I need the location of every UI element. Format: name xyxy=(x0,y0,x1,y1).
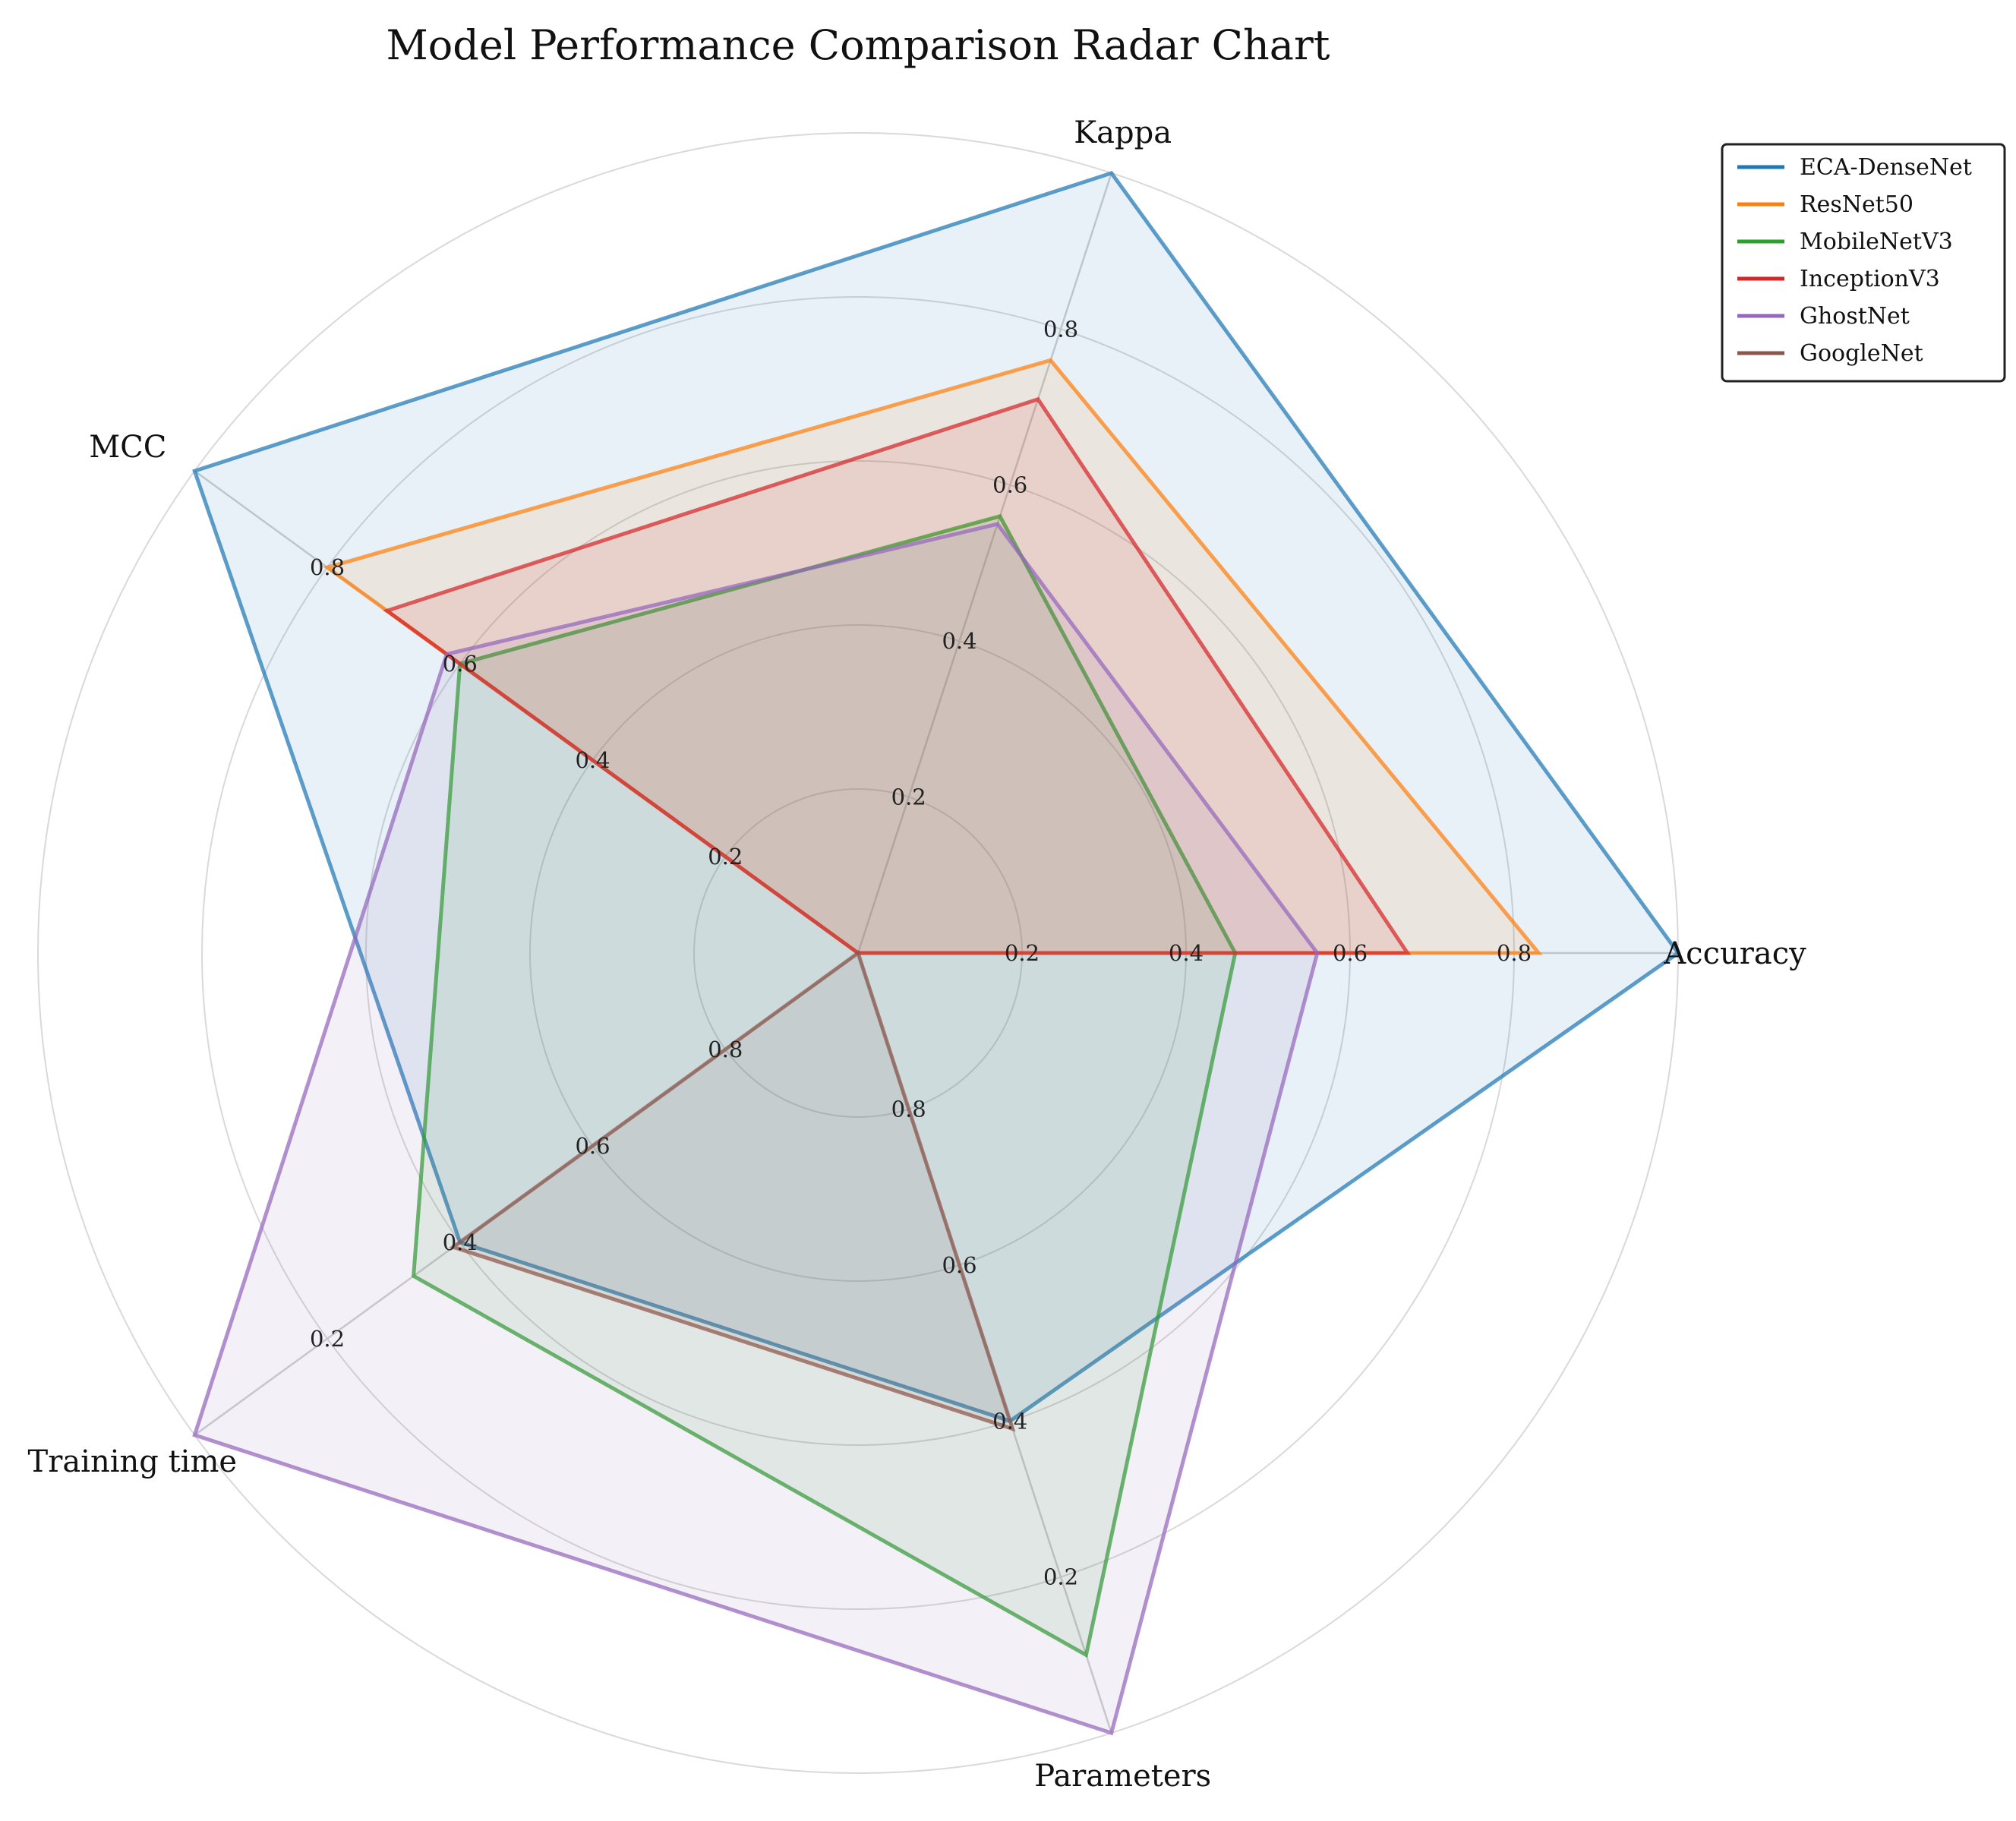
series-line-5 xyxy=(192,522,1320,1736)
legend: ECA-DenseNet ResNet50 MobileNetV3 Inception… xyxy=(1721,143,2006,383)
axis-label-5: Parameters xyxy=(1034,1759,1211,1794)
tick-label: 0.4 xyxy=(575,747,610,773)
tick-label: 0.8 xyxy=(891,1096,926,1122)
tick-label: 0.2 xyxy=(1043,1564,1078,1590)
tick-label: 0.6 xyxy=(992,472,1027,498)
tick-label: 0.8 xyxy=(708,1037,743,1062)
legend-box xyxy=(1721,143,2006,383)
chart-title: Model Performance Comparison Radar Chart xyxy=(386,21,1330,69)
tick-label: 0.6 xyxy=(1333,940,1368,966)
legend-label: MobileNetV3 xyxy=(1800,229,1953,255)
axis-label-1: Accuracy xyxy=(1663,936,1806,971)
legend-label: InceptionV3 xyxy=(1800,266,1940,292)
tick-label: 0.6 xyxy=(443,651,478,677)
series-line-1 xyxy=(192,170,1681,1424)
tick-label: 0.8 xyxy=(1497,940,1532,966)
axis-label-4: Training time xyxy=(28,1444,238,1479)
tick-label: 0.4 xyxy=(1169,940,1204,966)
tick-label: 0.6 xyxy=(942,1252,976,1278)
tick-label: 0.2 xyxy=(708,844,743,869)
tick-label: 0.8 xyxy=(310,554,345,580)
tick-label: 0.2 xyxy=(891,784,926,810)
series-fill-2 xyxy=(327,360,1539,953)
tick-label: 0.2 xyxy=(310,1326,345,1352)
tick-label: 0.8 xyxy=(1043,316,1078,342)
legend-label: ECA-DenseNet xyxy=(1800,154,1972,181)
axis-label-3: MCC xyxy=(89,430,166,465)
tick-label: 0.6 xyxy=(575,1133,610,1159)
axis-spoke-2 xyxy=(857,172,1112,954)
series-fill-5 xyxy=(194,524,1317,1734)
tick-label: 0.4 xyxy=(942,628,976,654)
series-fill-1 xyxy=(194,172,1678,1422)
series-fill-3 xyxy=(413,516,1235,1655)
axis-label-layer: Accuracy Kappa MCC Training time Parameters xyxy=(28,115,1807,1794)
series-layer xyxy=(192,170,1681,1736)
legend-label: ResNet50 xyxy=(1800,191,1913,218)
axis-label-2: Kappa xyxy=(1074,115,1172,150)
series-fill-6 xyxy=(453,953,1013,1429)
series-fill-4 xyxy=(386,399,1408,953)
legend-label: GoogleNet xyxy=(1800,340,1923,367)
legend-label: GhostNet xyxy=(1800,303,1910,330)
series-line-6 xyxy=(449,949,1016,1432)
series-line-4 xyxy=(383,396,1412,955)
tick-label: 0.4 xyxy=(443,1229,478,1255)
tick-label: 0.4 xyxy=(992,1408,1027,1434)
tick-layer: 0.2 0.4 0.6 0.8 0.2 0.4 0.6 0.8 0.2 0.4 0.6 0.8 0.8 0… xyxy=(310,316,1532,1589)
tick-label: 0.2 xyxy=(1005,940,1040,966)
series-line-3 xyxy=(411,513,1238,1658)
